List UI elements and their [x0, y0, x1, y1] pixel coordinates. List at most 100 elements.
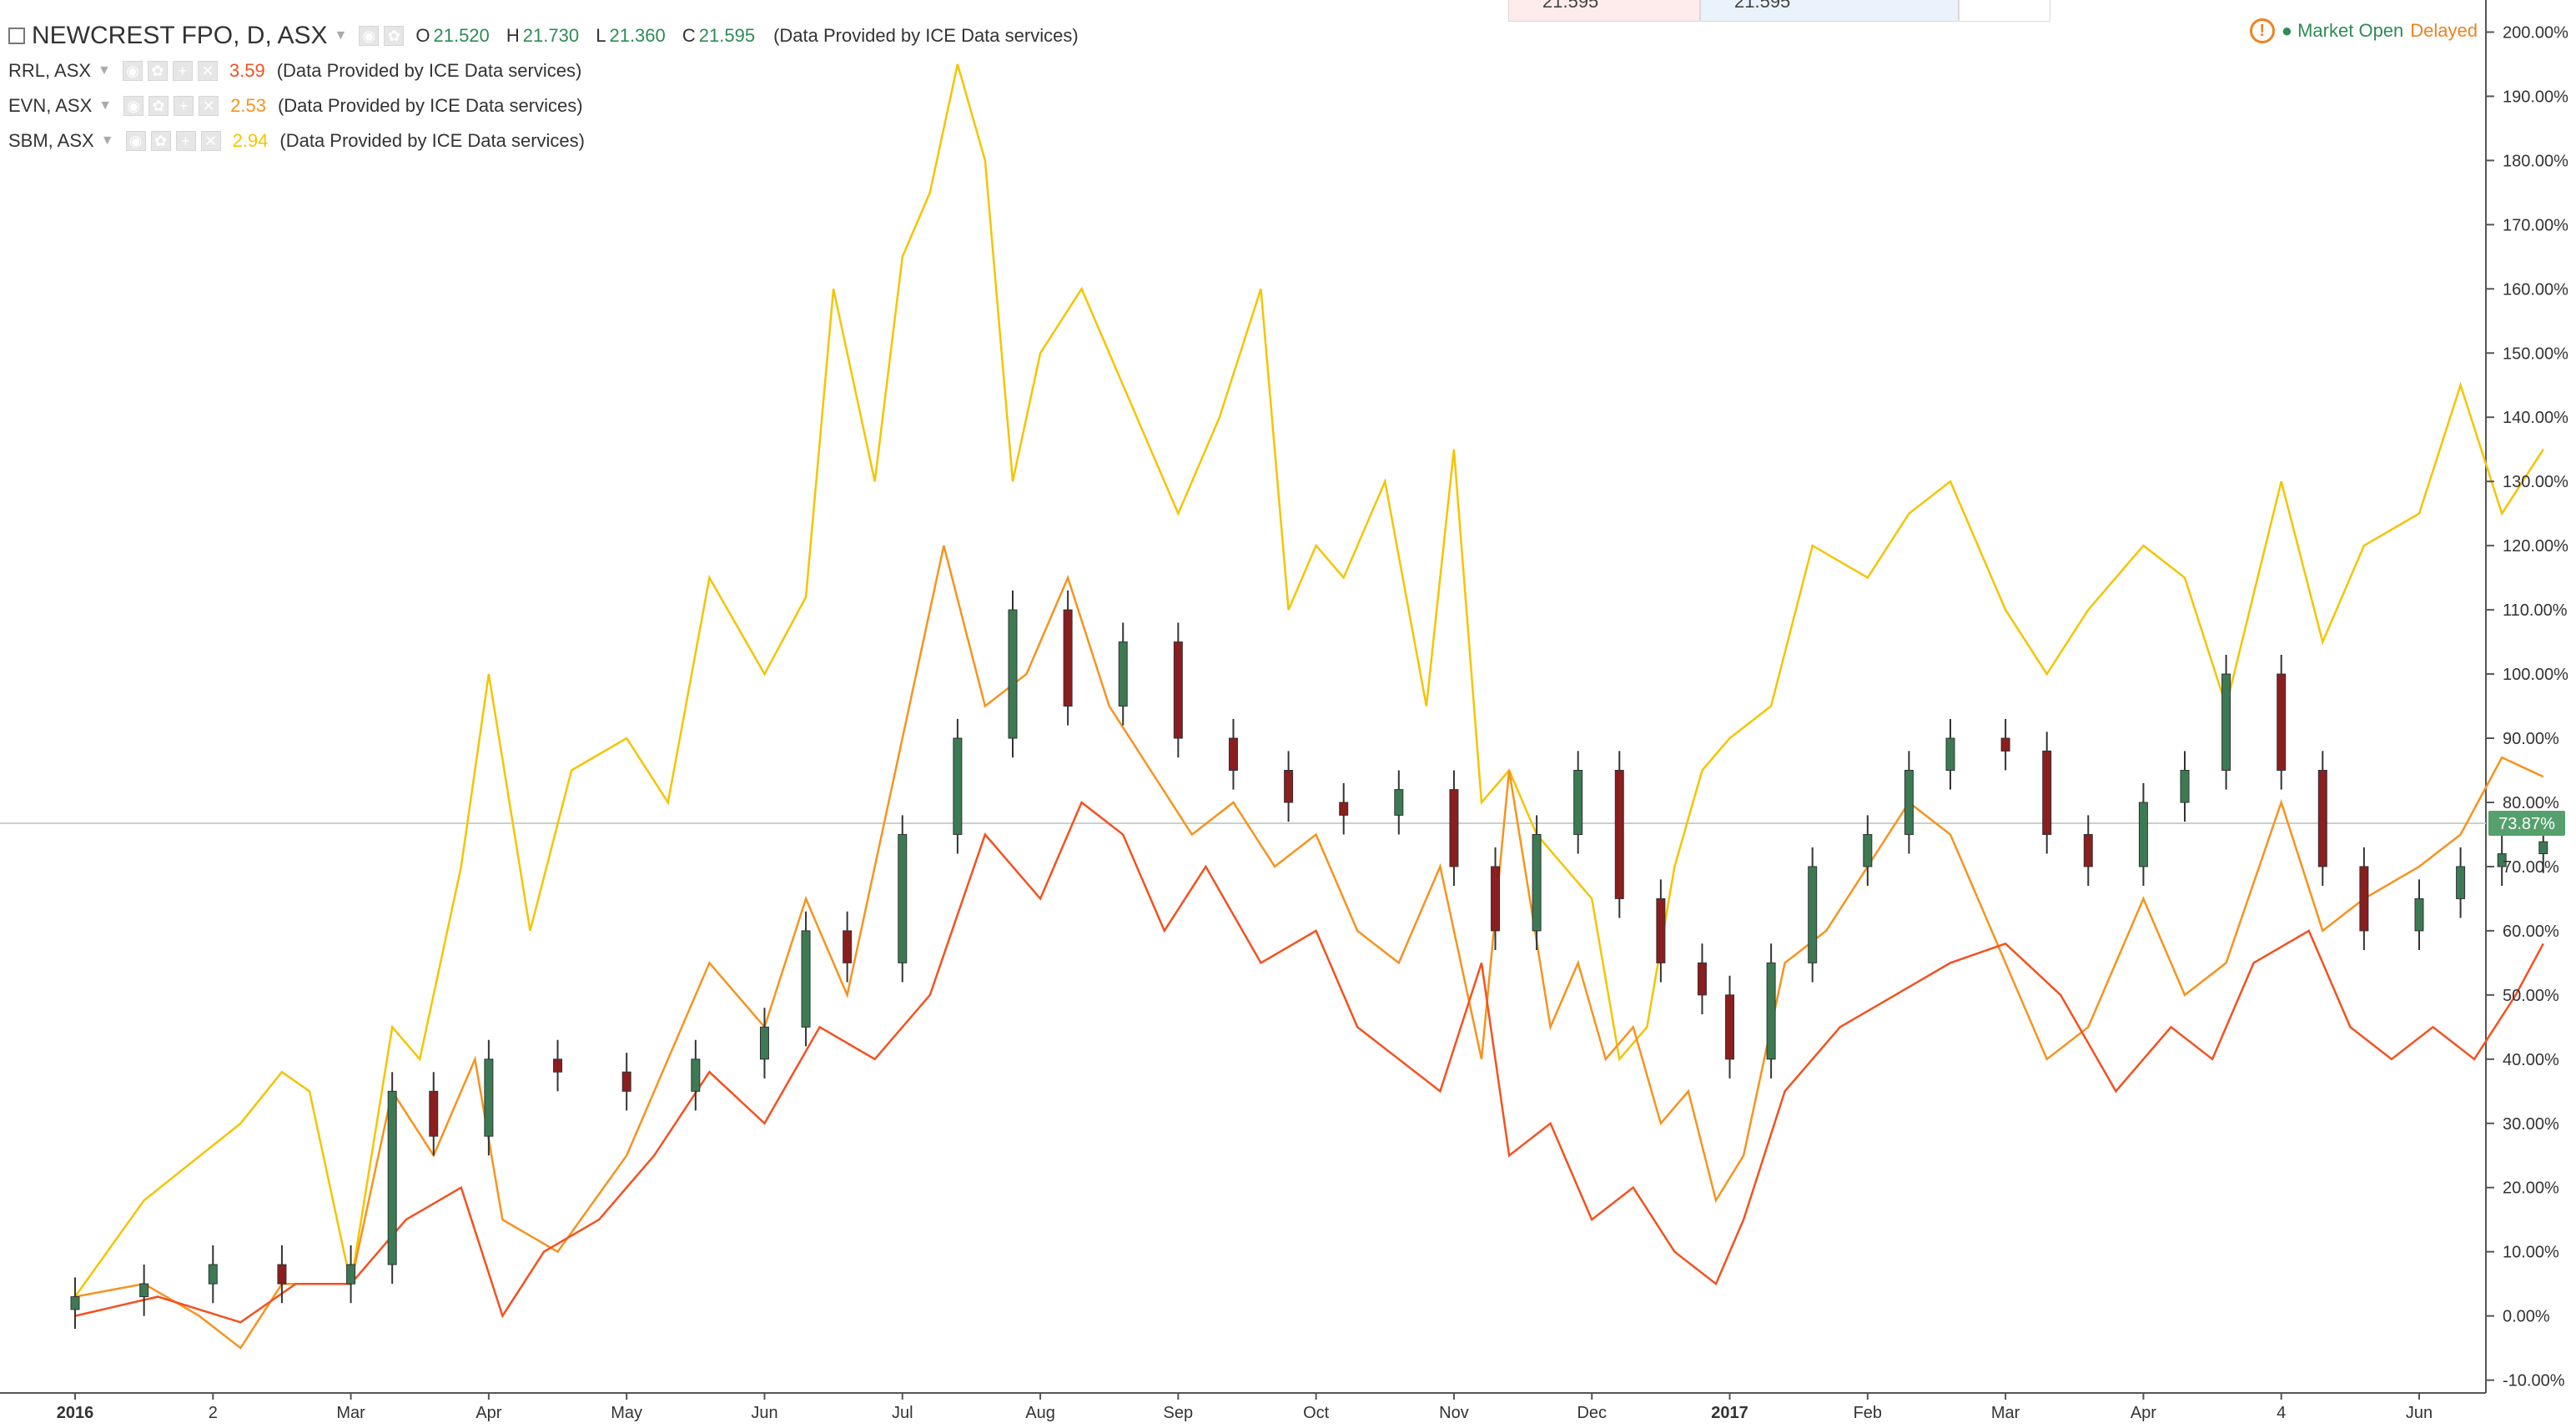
candle[interactable]: [759, 1008, 769, 1079]
gear-icon[interactable]: ✿: [150, 131, 171, 151]
chevron-down-icon[interactable]: ▼: [100, 133, 114, 148]
compare-symbol-label[interactable]: SBM, ASX: [8, 130, 94, 151]
data-provider-label: (Data Provided by ICE Data services): [276, 60, 582, 81]
candle[interactable]: [1573, 751, 1583, 854]
chevron-down-icon[interactable]: ▼: [334, 28, 348, 43]
eye-icon[interactable]: ◉: [359, 26, 380, 46]
y-tick-label: 0.00%: [2503, 1308, 2550, 1326]
collapse-legend-button[interactable]: [8, 28, 25, 44]
candle[interactable]: [2042, 732, 2052, 854]
top-price-value-2: 21.595: [1734, 0, 1791, 12]
compare-symbol-label[interactable]: RRL, ASX: [8, 60, 92, 81]
candle[interactable]: [953, 718, 963, 854]
plus-icon[interactable]: +: [174, 96, 194, 116]
eye-icon[interactable]: ◉: [122, 61, 143, 81]
candle[interactable]: [1532, 815, 1542, 950]
eye-icon[interactable]: ◉: [123, 96, 144, 116]
candle[interactable]: [1808, 847, 1818, 983]
close-icon[interactable]: ✕: [199, 96, 219, 116]
candle[interactable]: [346, 1244, 356, 1304]
y-tick-label: 80.00%: [2503, 794, 2559, 812]
candle[interactable]: [2456, 847, 2466, 918]
candle[interactable]: [1339, 782, 1349, 835]
candle[interactable]: [1725, 975, 1735, 1079]
candle[interactable]: [553, 1039, 563, 1092]
plus-icon[interactable]: +: [175, 131, 196, 151]
candle[interactable]: [2000, 718, 2010, 771]
x-tick-label: Aug: [1025, 1404, 1055, 1422]
gear-icon[interactable]: ✿: [148, 96, 169, 116]
candle[interactable]: [1656, 879, 1666, 983]
candle[interactable]: [1173, 622, 1183, 758]
candle[interactable]: [1449, 770, 1459, 887]
candle[interactable]: [1945, 718, 1955, 790]
close-icon[interactable]: ✕: [200, 131, 221, 151]
candle[interactable]: [1228, 718, 1238, 790]
compare-symbol-label[interactable]: EVN, ASX: [8, 95, 93, 116]
chevron-down-icon[interactable]: ▼: [98, 98, 113, 113]
candle[interactable]: [1904, 751, 1914, 854]
candle[interactable]: [2083, 815, 2093, 887]
candle[interactable]: [1063, 591, 1073, 726]
candle[interactable]: [2414, 879, 2424, 950]
candle[interactable]: [2221, 654, 2231, 790]
candle[interactable]: [801, 911, 811, 1047]
top-buttons[interactable]: [1959, 0, 2050, 22]
series-line-sbm[interactable]: [73, 63, 2544, 1298]
candle[interactable]: [898, 815, 908, 983]
candle[interactable]: [70, 1277, 80, 1330]
chevron-down-icon[interactable]: ▼: [98, 63, 111, 78]
gear-icon[interactable]: ✿: [384, 26, 405, 46]
candle[interactable]: [691, 1039, 701, 1111]
candle[interactable]: [208, 1244, 218, 1304]
candle[interactable]: [139, 1265, 149, 1316]
candle[interactable]: [1766, 943, 1776, 1079]
y-tick-label: 130.00%: [2503, 473, 2568, 491]
y-tick-label: 70.00%: [2503, 858, 2559, 877]
candle[interactable]: [277, 1244, 287, 1304]
candle[interactable]: [1284, 751, 1294, 822]
candle[interactable]: [1863, 815, 1873, 887]
main-symbol-title[interactable]: NEWCREST FPO, D, ASX: [32, 22, 328, 49]
compare-legend-evn: EVN, ASX ▼ ◉ ✿ + ✕ 2.53 (Data Provided b…: [8, 88, 1079, 123]
candle[interactable]: [621, 1053, 631, 1111]
candle[interactable]: [2277, 654, 2287, 790]
y-tick-label: 40.00%: [2503, 1051, 2559, 1069]
y-tick-label: 170.00%: [2503, 216, 2568, 234]
data-provider-label: (Data Provided by ICE Data services): [773, 25, 1079, 46]
candle[interactable]: [1008, 591, 1018, 758]
warning-icon[interactable]: !: [2249, 18, 2275, 43]
candle[interactable]: [484, 1039, 494, 1156]
candle[interactable]: [1614, 751, 1624, 918]
gear-icon[interactable]: ✿: [147, 61, 168, 81]
x-tick-label: Dec: [1577, 1404, 1607, 1422]
x-tick-label: Mar: [1991, 1404, 2020, 1422]
y-tick-label: 160.00%: [2503, 280, 2568, 299]
candle[interactable]: [2317, 751, 2327, 887]
candle[interactable]: [2497, 834, 2507, 887]
candle[interactable]: [2359, 847, 2369, 950]
data-provider-label: (Data Provided by ICE Data services): [277, 95, 583, 116]
y-tick-label: 90.00%: [2503, 730, 2559, 748]
y-tick-label: 20.00%: [2503, 1179, 2559, 1198]
candle[interactable]: [429, 1072, 439, 1156]
plus-icon[interactable]: +: [172, 61, 193, 81]
candle[interactable]: [1697, 943, 1707, 1014]
close-icon[interactable]: ✕: [197, 61, 218, 81]
candle[interactable]: [1491, 847, 1501, 950]
x-tick-label: Mar: [336, 1404, 365, 1422]
market-status: ! ● Market Open Delayed: [2249, 18, 2478, 43]
series-line-evn[interactable]: [74, 545, 2544, 1350]
candle[interactable]: [1394, 770, 1404, 835]
series-line-rrl[interactable]: [74, 801, 2544, 1324]
candle[interactable]: [1118, 622, 1128, 726]
main-series-legend: NEWCREST FPO, D, ASX ▼ ◉ ✿ O 21.520 H 21.7…: [8, 18, 1079, 53]
candle[interactable]: [2138, 782, 2148, 887]
candle[interactable]: [2180, 751, 2190, 822]
eye-icon[interactable]: ◉: [125, 131, 146, 151]
candle[interactable]: [843, 911, 853, 983]
low-value: 21.360: [609, 25, 666, 46]
candle[interactable]: [387, 1072, 397, 1285]
y-tick-label: 110.00%: [2503, 601, 2568, 620]
